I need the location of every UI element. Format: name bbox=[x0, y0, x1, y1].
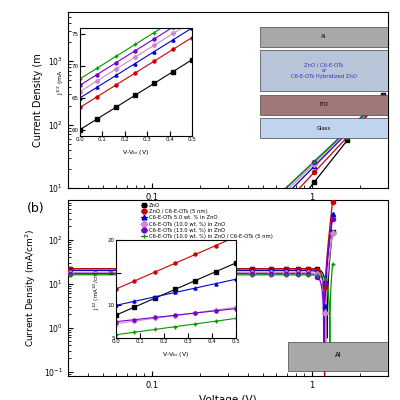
X-axis label: Voltage (V): Voltage (V) bbox=[199, 208, 257, 218]
Bar bbox=[260, 50, 388, 92]
Bar bbox=[260, 118, 388, 138]
Text: (b): (b) bbox=[26, 202, 44, 215]
Y-axis label: J$^{1/2}$ (mA: J$^{1/2}$ (mA bbox=[56, 69, 66, 95]
Y-axis label: J$^{1/2}$ (mA$^{1/2}$/cm): J$^{1/2}$ (mA$^{1/2}$/cm) bbox=[92, 268, 102, 310]
Text: Glass: Glass bbox=[317, 126, 331, 130]
X-axis label: V-V$_{bi}$ (V): V-V$_{bi}$ (V) bbox=[122, 148, 150, 157]
Text: ITO: ITO bbox=[320, 102, 328, 107]
Y-axis label: Current Density (m: Current Density (m bbox=[33, 53, 43, 147]
X-axis label: V-V$_{bi}$ (V): V-V$_{bi}$ (V) bbox=[162, 350, 190, 359]
Text: ZnO / C6-E-OTs
or
C6-E-OTs Hybridized ZnO: ZnO / C6-E-OTs or C6-E-OTs Hybridized Zn… bbox=[291, 62, 357, 79]
Text: Al: Al bbox=[322, 34, 326, 40]
Text: Al: Al bbox=[335, 352, 341, 358]
Bar bbox=[260, 27, 388, 47]
Y-axis label: Current Density (mA/cm$^2$): Current Density (mA/cm$^2$) bbox=[24, 229, 38, 347]
X-axis label: Voltage (V): Voltage (V) bbox=[199, 396, 257, 400]
Legend: ZnO, ZnO / C6-E-OTs (5 nm), C6-E-OTs 5.0 wt. % in ZnO, C6-E-OTs (10.0 wt. %) in : ZnO, ZnO / C6-E-OTs (5 nm), C6-E-OTs 5.0… bbox=[141, 203, 273, 239]
Bar bbox=[288, 342, 388, 370]
Bar bbox=[260, 95, 388, 115]
